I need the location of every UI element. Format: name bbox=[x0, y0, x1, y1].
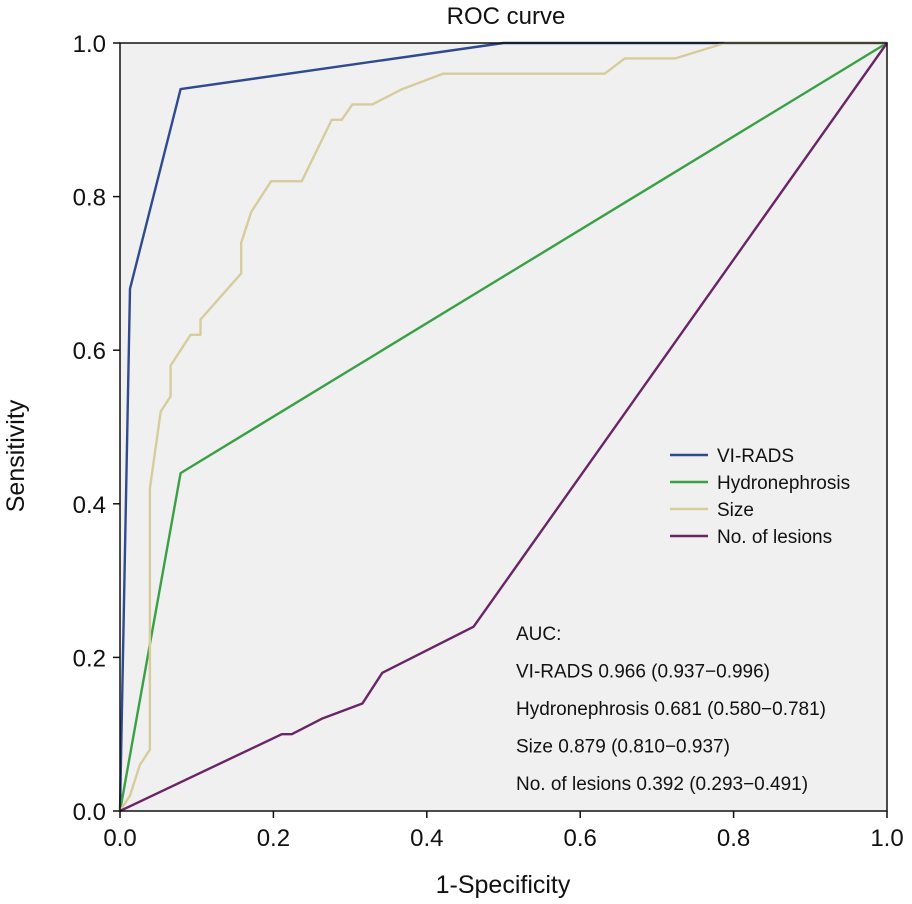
x-tick-label: 1.0 bbox=[870, 825, 903, 852]
x-tick-label: 0.8 bbox=[717, 825, 750, 852]
x-axis-title: 1-Specificity bbox=[436, 871, 571, 899]
x-tick-label: 0.6 bbox=[564, 825, 597, 852]
x-tick-label: 0.2 bbox=[257, 825, 290, 852]
auc-line: Size 0.879 (0.810−0.937) bbox=[516, 737, 730, 758]
series-line-no-of-lesions bbox=[119, 42, 888, 813]
auc-line: Hydronephrosis 0.681 (0.580−0.781) bbox=[516, 699, 826, 720]
plot-frame bbox=[119, 42, 888, 812]
auc-heading: AUC: bbox=[516, 624, 561, 645]
auc-line: VI-RADS 0.966 (0.937−0.996) bbox=[516, 662, 770, 683]
legend-label: Hydronephrosis bbox=[717, 473, 850, 494]
chart-title: ROC curve bbox=[447, 3, 566, 30]
legend: VI-RADS Hydronephrosis Size No. of lesions bbox=[670, 446, 850, 548]
legend-label: Size bbox=[717, 500, 754, 521]
y-tick-label: 0.8 bbox=[73, 185, 106, 212]
series-line-size bbox=[118, 41, 887, 812]
y-tick-label: 0.6 bbox=[73, 338, 106, 365]
legend-label: No. of lesions bbox=[717, 527, 832, 548]
plot-area bbox=[120, 43, 887, 811]
auc-line: No. of lesions 0.392 (0.293−0.491) bbox=[516, 774, 808, 795]
ticks-layer: 0.0 0.2 0.4 0.6 0.8 1.0 0.0 0.2 0.4 0.6 0.8 1.0 bbox=[73, 31, 904, 852]
legend-label: VI-RADS bbox=[717, 446, 794, 467]
y-tick-label: 0.0 bbox=[73, 799, 106, 826]
y-tick-label: 0.4 bbox=[73, 492, 106, 519]
series-line-hydronephrosis bbox=[118, 41, 888, 812]
x-tick-label: 0.0 bbox=[103, 825, 136, 852]
auc-annotations: AUC: VI-RADS 0.966 (0.937−0.996) Hydroneph… bbox=[516, 624, 826, 795]
y-axis-title: Sensitivity bbox=[2, 399, 30, 512]
y-tick-label: 0.2 bbox=[73, 645, 106, 672]
y-tick-label: 1.0 bbox=[73, 31, 106, 58]
x-tick-label: 0.4 bbox=[410, 825, 443, 852]
